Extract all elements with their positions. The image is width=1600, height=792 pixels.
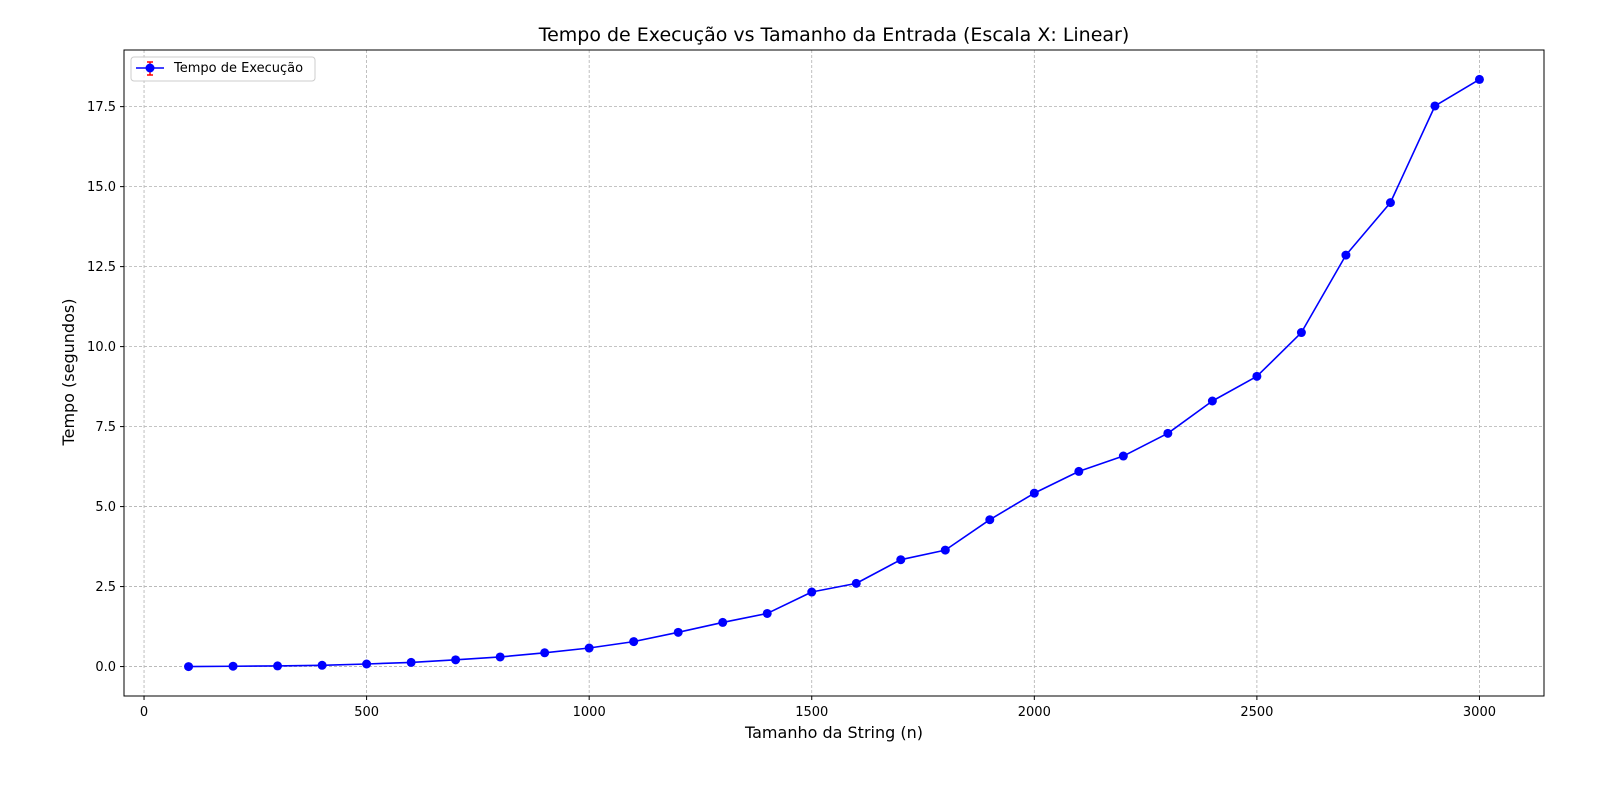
y-axis-label: Tempo (segundos) (59, 299, 78, 447)
data-point (673, 627, 683, 637)
data-point (406, 657, 416, 667)
legend-label: Tempo de Execução (173, 61, 303, 76)
series-line (188, 78, 1480, 668)
data-point (1029, 488, 1039, 498)
data-point (451, 655, 461, 665)
chart-title: Tempo de Execução vs Tamanho da Entrada … (538, 24, 1130, 46)
data-point (1074, 466, 1084, 476)
data-point (762, 608, 772, 618)
data-point (1341, 250, 1351, 260)
x-tick-label: 3000 (1463, 705, 1496, 720)
data-point (851, 578, 861, 588)
data-point (985, 515, 995, 525)
y-tick-label: 0.0 (95, 660, 116, 675)
y-tick-label: 2.5 (95, 580, 116, 595)
x-tick-label: 1000 (573, 705, 606, 720)
legend-marker (145, 63, 155, 73)
x-tick-label: 1500 (795, 705, 828, 720)
legend: Tempo de Execução (130, 56, 316, 82)
data-point (1252, 371, 1262, 381)
x-tick-label: 2000 (1018, 705, 1051, 720)
data-point (273, 661, 283, 671)
y-tick-label: 15.0 (87, 180, 116, 195)
data-point (896, 555, 906, 565)
data-point (1430, 101, 1440, 111)
y-tick-label: 17.5 (87, 100, 116, 115)
data-point (317, 660, 327, 670)
grid (124, 50, 1544, 696)
data-point (228, 661, 238, 671)
legend-box (130, 56, 316, 82)
y-axis-ticks: 0.0 2.5 5.0 7.5 10.0 12.5 15.0 17.5 (87, 100, 124, 675)
series-layer (184, 74, 1484, 672)
data-point (584, 643, 594, 653)
data-point (184, 662, 194, 672)
x-axis-ticks: 0 500 1000 1500 2000 2500 3000 (140, 696, 1496, 720)
plot-frame (123, 49, 1545, 697)
y-tick-label: 10.0 (87, 340, 116, 355)
x-tick-label: 0 (140, 705, 148, 720)
data-point (1163, 428, 1173, 438)
data-point (495, 652, 505, 662)
y-tick-label: 5.0 (95, 500, 116, 515)
data-point (807, 587, 817, 597)
data-point (362, 659, 372, 669)
data-point (1474, 74, 1484, 84)
data-point (1385, 198, 1395, 208)
y-tick-label: 7.5 (95, 420, 116, 435)
data-point (629, 637, 639, 647)
data-point (940, 545, 950, 555)
y-tick-label: 12.5 (87, 260, 116, 275)
data-point (1118, 451, 1128, 461)
data-point (1296, 328, 1306, 338)
data-point (718, 617, 728, 627)
x-axis-label: Tamanho da String (n) (744, 723, 923, 742)
data-point (540, 648, 550, 658)
data-point (1207, 396, 1217, 406)
x-tick-label: 500 (354, 705, 379, 720)
x-tick-label: 2500 (1240, 705, 1273, 720)
